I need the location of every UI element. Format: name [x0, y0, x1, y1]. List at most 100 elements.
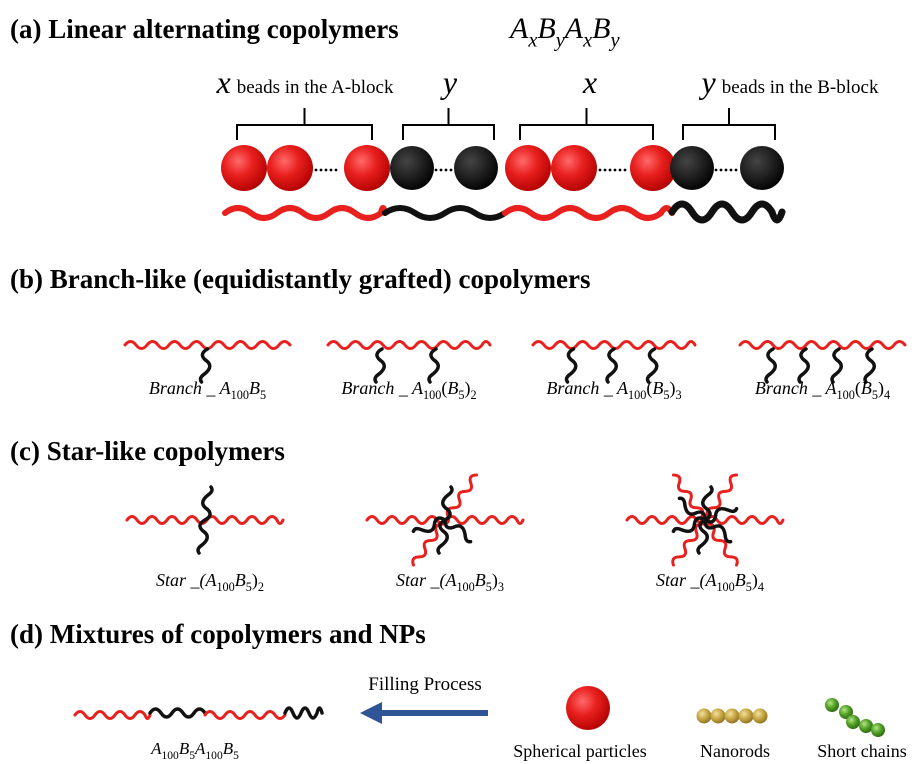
label-part: y	[440, 64, 458, 100]
label: x beads in the A-block	[216, 64, 394, 100]
nanorod-bead	[725, 709, 740, 724]
red-bead	[221, 145, 267, 191]
label: Branch _ A100B5	[149, 378, 266, 402]
label-part: x	[527, 29, 537, 51]
red-bead	[630, 145, 676, 191]
ellipsis-dot	[445, 169, 448, 172]
red-chain	[740, 342, 905, 349]
brace	[237, 108, 372, 140]
ellipsis-dot	[320, 169, 323, 172]
label-part: 100	[628, 388, 646, 402]
label-part: 100	[231, 388, 249, 402]
ellipsis-dot	[725, 169, 728, 172]
star	[627, 473, 783, 567]
label-part: 2	[258, 580, 264, 594]
red-bead	[267, 145, 313, 191]
label: Star _(A100B5)3	[396, 570, 504, 594]
black-chain	[150, 709, 205, 717]
graft-chain	[203, 487, 212, 520]
section-a-title: (a) Linear alternating copolymers	[10, 14, 399, 44]
ellipsis-dot	[715, 169, 718, 172]
nanorod-bead	[697, 709, 712, 724]
ellipsis-dot	[315, 169, 318, 172]
ellipsis-dot	[450, 169, 453, 172]
label-part: Branch _	[341, 378, 412, 398]
ellipsis-dot	[435, 169, 438, 172]
label-part: Branch _	[755, 378, 826, 398]
ellipsis-dot	[604, 169, 607, 172]
label-part: 100	[716, 580, 734, 594]
red-bead	[551, 145, 597, 191]
chain-bead	[846, 715, 860, 729]
ellipsis-dot	[325, 169, 328, 172]
red-bead	[505, 145, 551, 191]
label-part: B	[652, 378, 663, 398]
black-chain	[385, 208, 505, 218]
chain-bead	[871, 723, 885, 737]
label-part: 100	[162, 749, 180, 762]
black-chain	[285, 708, 322, 718]
label-part: Branch _	[149, 378, 220, 398]
star	[127, 487, 283, 553]
graft-chain	[429, 349, 438, 382]
label-part: 100	[216, 580, 234, 594]
label: Star _(A100B5)4	[656, 570, 764, 594]
label-part: 3	[498, 580, 504, 594]
label-part: 3	[676, 388, 682, 402]
label: A100B5A100B5	[150, 739, 239, 762]
label-part: y	[609, 29, 621, 51]
label: AxByAxBy	[508, 12, 621, 51]
label-part: 2	[471, 388, 477, 402]
label: y	[440, 64, 458, 100]
red-chain	[328, 342, 490, 349]
red-chain	[225, 208, 385, 218]
nanorod-bead	[739, 709, 754, 724]
label-part: A	[508, 12, 529, 45]
label-part: B	[475, 570, 486, 590]
label-part: A	[563, 12, 584, 45]
label-part: x	[216, 64, 231, 100]
section-c-title: (c) Star-like copolymers	[10, 436, 285, 466]
nanorod-bead	[711, 709, 726, 724]
label: Branch _ A100(B5)4	[755, 378, 890, 402]
label: Star _(A100B5)2	[156, 570, 264, 594]
figure: (a) Linear alternating copolymers (b) Br…	[0, 0, 917, 764]
black-chain	[672, 204, 782, 220]
ellipsis-dot	[599, 169, 602, 172]
ellipsis-dot	[330, 169, 333, 172]
label-part: A	[150, 739, 162, 758]
label-part: 100	[837, 388, 855, 402]
item-label: Short chains	[817, 741, 907, 761]
label-part: 4	[884, 388, 890, 402]
chain-bead	[859, 719, 873, 733]
item-label: Nanorods	[700, 741, 770, 761]
ellipsis-dot	[609, 169, 612, 172]
label-part: Star _(	[156, 570, 207, 591]
label-part: Star _(	[396, 570, 447, 591]
label-part: 4	[758, 580, 764, 594]
ellipsis-dot	[440, 169, 443, 172]
label-part: beads in the B-block	[722, 77, 879, 98]
label-part: B	[249, 378, 260, 398]
ellipsis-dot	[735, 169, 738, 172]
label-part: beads in the A-block	[237, 77, 394, 98]
sphere	[566, 686, 610, 730]
label-part: 100	[423, 388, 441, 402]
star	[367, 473, 523, 567]
ellipsis-dot	[730, 169, 733, 172]
red-bead	[344, 145, 390, 191]
label-part: 100	[456, 580, 474, 594]
red-chain	[205, 712, 285, 719]
label-part: B	[592, 12, 610, 45]
section-d-title: (d) Mixtures of copolymers and NPs	[10, 619, 426, 649]
brace	[403, 108, 494, 140]
black-bead	[390, 146, 434, 190]
label: x	[582, 64, 597, 100]
label-part: B	[223, 739, 234, 758]
ellipsis-dot	[720, 169, 723, 172]
label-part: B	[735, 570, 746, 590]
label-part: Branch _	[546, 378, 617, 398]
label-part: B	[447, 378, 458, 398]
black-bead	[454, 146, 498, 190]
